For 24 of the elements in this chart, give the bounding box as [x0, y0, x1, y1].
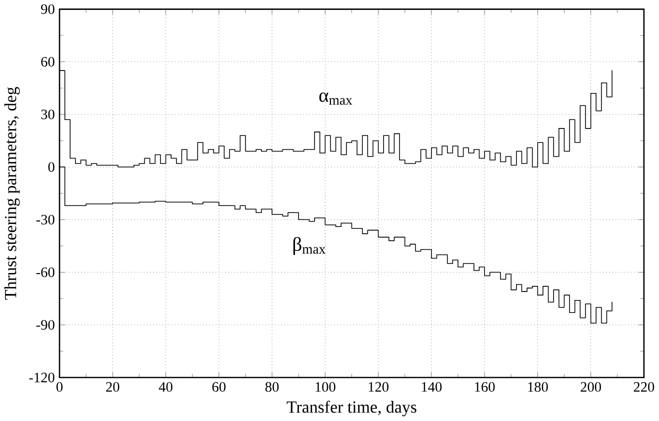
x-tick-label: 200 [580, 382, 601, 392]
y-tick-label: -30 [36, 215, 54, 225]
x-tick-label: 80 [265, 382, 279, 392]
y-tick-label: -120 [29, 372, 54, 383]
y-tick-label: 90 [41, 4, 54, 14]
y-tick-label: -60 [36, 268, 54, 278]
x-tick-label: 140 [422, 382, 442, 392]
x-tick-label: 60 [212, 382, 226, 392]
x-tick-label: 100 [316, 382, 336, 392]
x-tick-label: 160 [475, 382, 495, 392]
x-tick-label: 40 [158, 382, 172, 392]
x-tick-label: 120 [368, 382, 388, 392]
series-label: α$_{max}$ [319, 92, 352, 105]
x-tick-label: 220 [634, 382, 654, 392]
y-tick-label: 60 [41, 57, 54, 67]
x-tick-label: 20 [106, 382, 120, 392]
x-tick-label: 180 [528, 382, 548, 392]
y-axis-title: Thrust steering parameters, deg [4, 87, 20, 300]
y-tick-label: 30 [41, 110, 54, 120]
y-tick-label: -90 [36, 320, 54, 330]
y-tick-label: 0 [48, 162, 54, 172]
x-axis-title: Transfer time, days [286, 400, 416, 416]
x-tick-label: 0 [56, 382, 63, 392]
series-label: β$_{max}$ [293, 237, 326, 256]
